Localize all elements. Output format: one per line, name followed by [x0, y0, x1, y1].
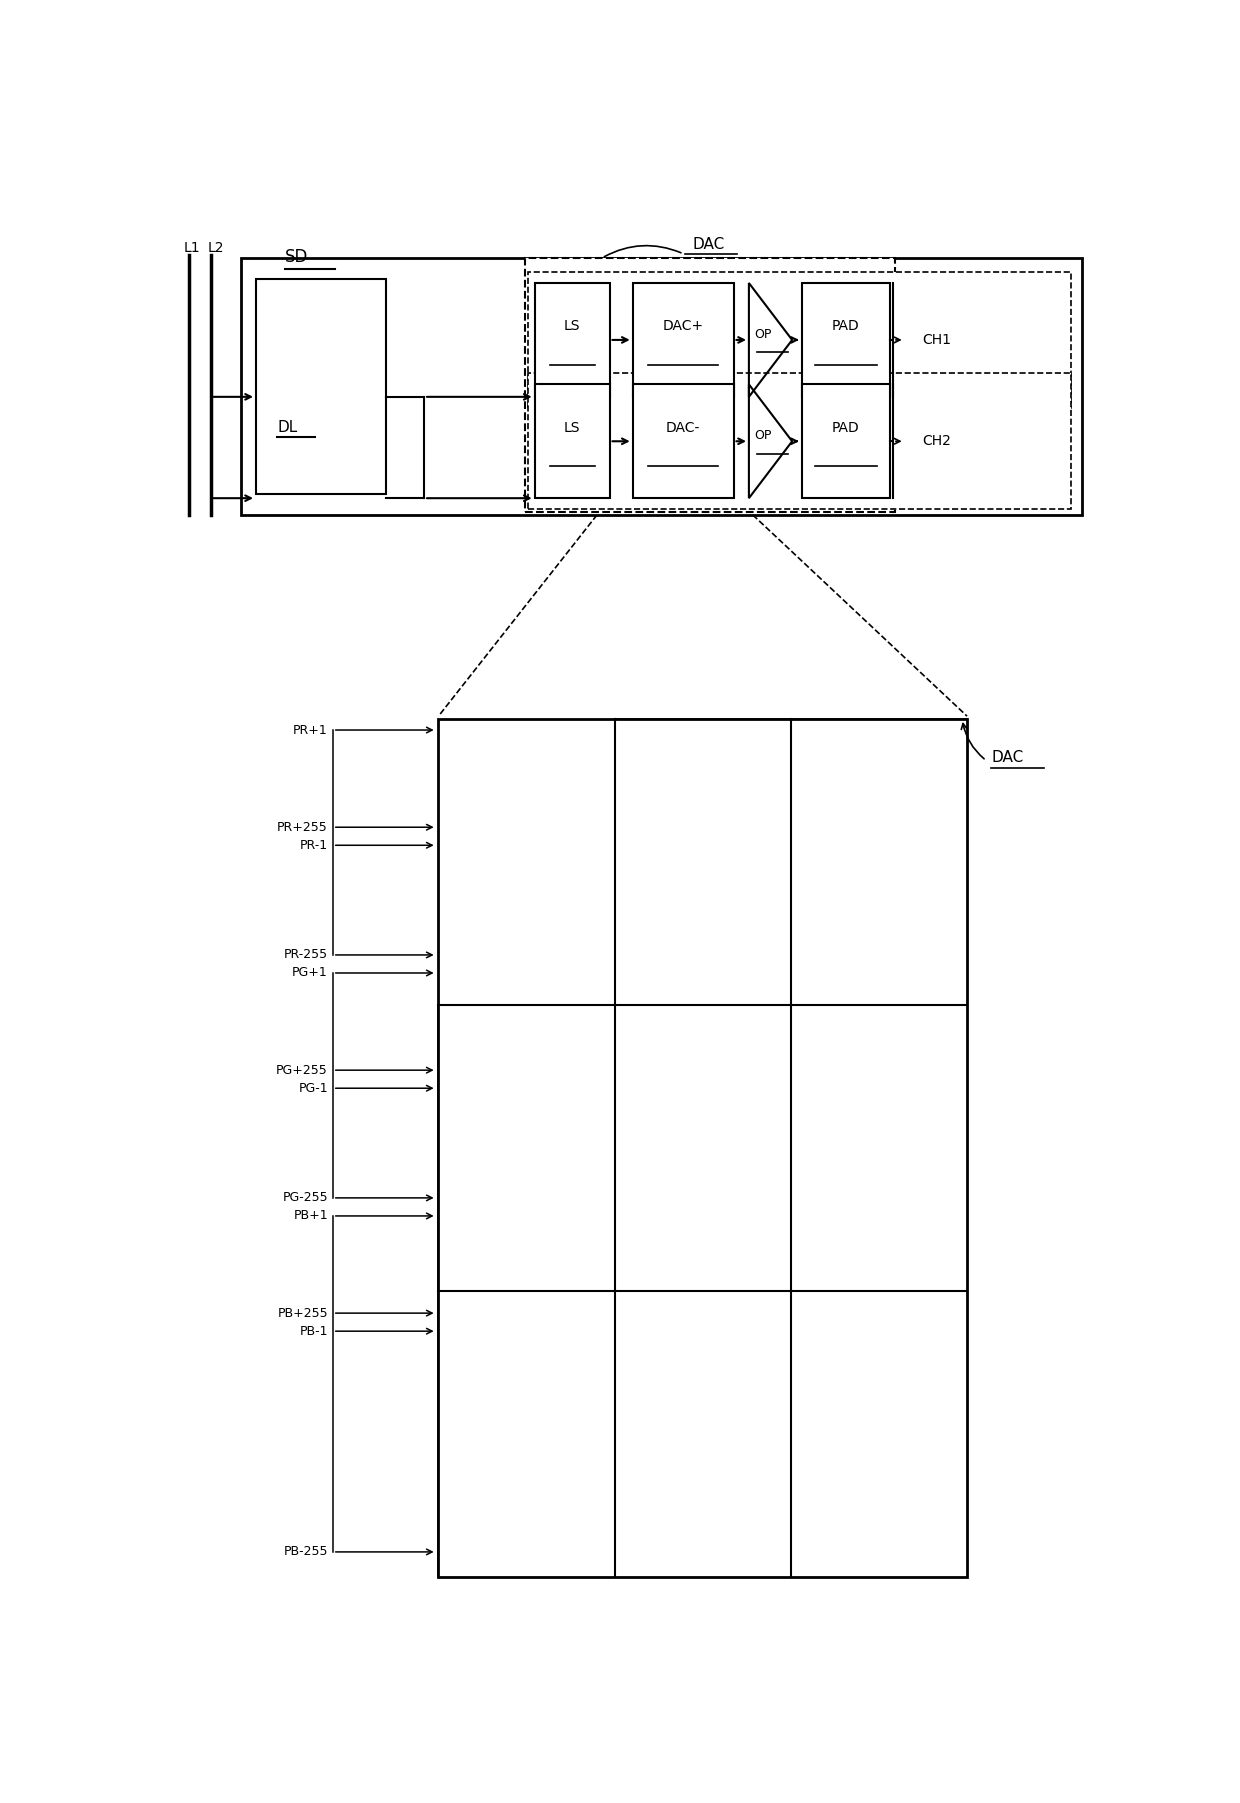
Text: PAD: PAD: [832, 420, 859, 435]
Text: OP: OP: [754, 328, 771, 341]
Text: DAC+: DAC+: [662, 319, 703, 334]
Text: CH1: CH1: [921, 334, 951, 346]
Text: PG-1: PG-1: [299, 1082, 327, 1094]
Bar: [791, 719, 967, 1004]
Bar: [439, 719, 967, 1578]
Text: LS: LS: [564, 420, 580, 435]
Bar: [802, 283, 890, 397]
Bar: [791, 1004, 967, 1291]
Bar: [615, 1291, 791, 1578]
Text: PG-255: PG-255: [283, 1192, 327, 1204]
Text: PR+255: PR+255: [278, 820, 327, 833]
Bar: [528, 373, 1071, 508]
Text: CH2: CH2: [921, 435, 951, 449]
Bar: [525, 258, 895, 512]
Text: DAC: DAC: [991, 750, 1023, 764]
Bar: [255, 279, 386, 494]
Bar: [632, 384, 734, 498]
Text: SD: SD: [285, 247, 308, 265]
Bar: [615, 719, 791, 1004]
Text: PR-1: PR-1: [300, 838, 327, 851]
Text: PG+255: PG+255: [277, 1064, 327, 1076]
Bar: [534, 283, 610, 397]
Text: PR-255: PR-255: [284, 948, 327, 961]
Bar: [802, 384, 890, 498]
Bar: [439, 1004, 615, 1291]
Text: LS: LS: [564, 319, 580, 334]
Text: PG+1: PG+1: [293, 966, 327, 979]
Text: PAD: PAD: [832, 319, 859, 334]
Bar: [528, 272, 1071, 407]
Bar: [534, 384, 610, 498]
Text: DAC: DAC: [692, 236, 724, 252]
Text: L2: L2: [208, 242, 224, 256]
Text: PB+1: PB+1: [294, 1210, 327, 1222]
Text: OP: OP: [754, 429, 771, 442]
Bar: [439, 1291, 615, 1578]
Text: PB+255: PB+255: [278, 1307, 327, 1320]
Text: PR+1: PR+1: [293, 723, 327, 737]
Text: L1: L1: [184, 242, 201, 256]
Text: DL: DL: [277, 420, 298, 435]
Text: PB-1: PB-1: [300, 1325, 327, 1338]
Bar: [242, 258, 1083, 516]
Text: DAC-: DAC-: [666, 420, 701, 435]
Bar: [632, 283, 734, 397]
Text: PB-255: PB-255: [284, 1545, 327, 1558]
